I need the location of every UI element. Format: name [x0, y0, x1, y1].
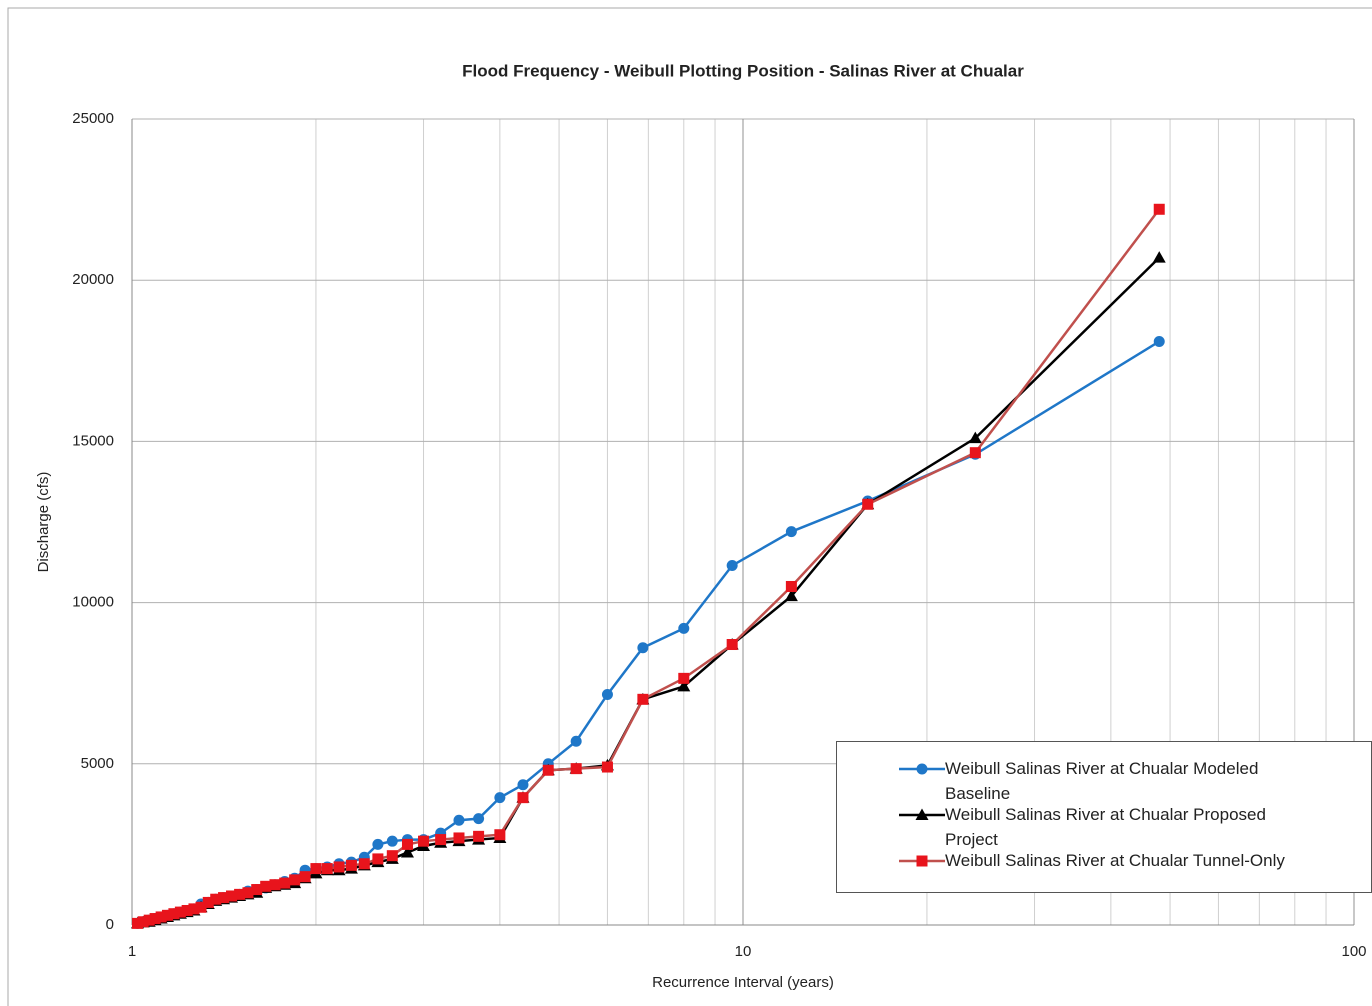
legend-label: Weibull Salinas River at Chualar Tunnel-… — [945, 851, 1285, 870]
marker — [517, 792, 529, 804]
marker — [637, 693, 649, 705]
marker — [345, 859, 357, 871]
marker — [453, 814, 465, 826]
x-axis-label: Recurrence Interval (years) — [652, 974, 834, 991]
marker — [969, 447, 981, 459]
marker — [494, 829, 506, 841]
marker — [226, 890, 238, 902]
marker — [310, 863, 322, 875]
legend-label: Weibull Salinas River at Chualar Modeled… — [945, 759, 1259, 803]
marker — [299, 871, 311, 883]
marker — [494, 792, 506, 804]
marker — [601, 761, 613, 773]
marker — [637, 642, 649, 654]
marker — [473, 830, 485, 842]
legend-swatch — [899, 808, 945, 820]
marker — [372, 838, 384, 850]
marker — [517, 779, 529, 791]
marker — [1153, 203, 1165, 215]
marker — [916, 763, 928, 775]
y-tick-label: 0 — [106, 916, 114, 933]
marker — [372, 853, 384, 865]
marker — [968, 431, 982, 444]
marker — [386, 835, 398, 847]
marker — [784, 589, 798, 602]
chart-title: Flood Frequency - Weibull Plotting Posit… — [462, 61, 1024, 80]
marker — [260, 880, 272, 892]
marker — [289, 874, 301, 886]
marker — [916, 855, 928, 867]
marker — [210, 893, 222, 905]
marker — [678, 622, 690, 634]
y-tick-label: 10000 — [72, 594, 114, 611]
marker — [542, 764, 554, 776]
marker — [1153, 335, 1165, 347]
x-tick-label: 100 — [1341, 943, 1366, 960]
marker — [188, 903, 200, 915]
marker — [137, 916, 149, 928]
y-tick-label: 25000 — [72, 110, 114, 127]
marker — [473, 813, 485, 825]
legend-swatch — [899, 855, 945, 867]
marker — [333, 861, 345, 873]
marker — [726, 560, 738, 572]
marker — [386, 850, 398, 862]
marker — [453, 832, 465, 844]
legend-item: Weibull Salinas River at Chualar Tunnel-… — [837, 848, 1371, 894]
x-tick-label: 10 — [735, 943, 752, 960]
marker — [321, 863, 333, 875]
marker — [570, 735, 582, 747]
marker — [400, 845, 414, 858]
legend-item: Weibull Salinas River at Chualar Modeled… — [837, 756, 1371, 803]
marker — [678, 672, 690, 684]
y-axis-label: Discharge (cfs) — [35, 472, 52, 573]
marker — [242, 887, 254, 899]
legend-label: Weibull Salinas River at Chualar Propose… — [945, 805, 1266, 849]
marker — [155, 911, 167, 923]
y-tick-label: 15000 — [72, 432, 114, 449]
marker — [174, 906, 186, 918]
marker — [202, 896, 214, 908]
marker — [358, 858, 370, 870]
marker — [279, 877, 291, 889]
marker — [143, 914, 155, 926]
marker — [785, 526, 797, 538]
marker — [161, 909, 173, 921]
marker — [677, 679, 691, 692]
legend-item: Weibull Salinas River at Chualar Propose… — [837, 802, 1371, 849]
marker — [218, 892, 230, 904]
marker — [570, 763, 582, 775]
marker — [401, 838, 413, 850]
legend: Weibull Salinas River at Chualar Modeled… — [836, 741, 1372, 893]
y-tick-label: 5000 — [81, 755, 114, 772]
marker — [435, 834, 447, 846]
marker — [195, 901, 207, 913]
marker — [601, 688, 613, 700]
marker — [132, 917, 144, 929]
legend-swatch — [899, 763, 945, 775]
marker — [269, 879, 281, 891]
marker — [149, 913, 161, 925]
y-tick-label: 20000 — [72, 271, 114, 288]
x-tick-label: 1 — [128, 943, 136, 960]
marker — [168, 908, 180, 920]
marker — [862, 498, 874, 510]
marker — [785, 580, 797, 592]
marker — [181, 904, 193, 916]
marker — [251, 884, 263, 896]
marker — [234, 888, 246, 900]
marker — [726, 639, 738, 651]
marker — [418, 835, 430, 847]
marker — [915, 808, 929, 820]
marker — [1152, 251, 1166, 263]
